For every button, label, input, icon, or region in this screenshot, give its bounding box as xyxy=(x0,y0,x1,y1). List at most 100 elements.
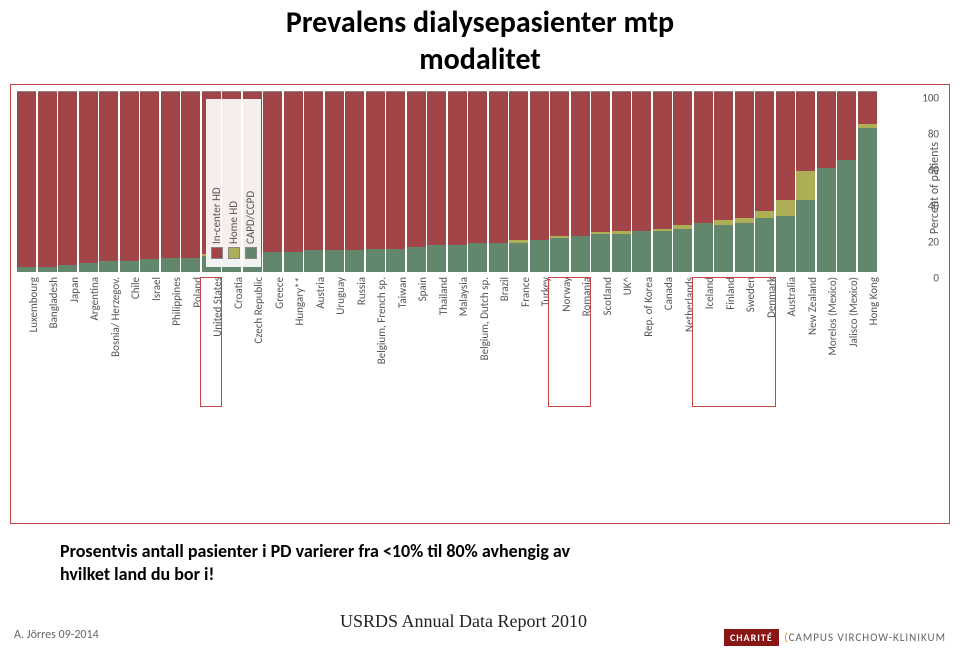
bar-col: New Zealand xyxy=(796,91,815,271)
segment-capd xyxy=(858,128,877,272)
bar-stack xyxy=(653,91,672,272)
country-label: Argentina xyxy=(88,277,101,320)
bar-stack xyxy=(632,91,651,272)
country-label: Norway xyxy=(560,277,573,312)
country-label: Canada xyxy=(662,277,675,310)
segment-in_center xyxy=(99,92,118,261)
bar-stack xyxy=(612,91,631,272)
country-label: Netherlands xyxy=(683,277,696,332)
country-label: Iceland xyxy=(703,277,716,309)
country-label: Belgium, Dutch sp. xyxy=(478,277,491,360)
segment-in_center xyxy=(571,92,590,236)
segment-in_center xyxy=(120,92,139,261)
bar-stack xyxy=(181,91,200,272)
country-label: Turkey xyxy=(539,277,552,306)
segment-capd xyxy=(366,249,385,272)
bar-stack xyxy=(796,91,815,272)
segment-in_center xyxy=(161,92,180,258)
bar-col: Netherlands xyxy=(673,91,692,271)
segment-capd xyxy=(407,247,426,272)
segment-in_center xyxy=(632,92,651,231)
bar-stack xyxy=(161,91,180,272)
bar-col: Finland xyxy=(714,91,733,271)
segment-capd xyxy=(448,245,467,272)
bar-col: Russia xyxy=(345,91,364,271)
segment-capd xyxy=(550,238,569,272)
bar-col: Morelos (Mexico) xyxy=(817,91,836,271)
segment-capd xyxy=(591,234,610,272)
bar-stack xyxy=(817,91,836,272)
segment-capd xyxy=(99,261,118,272)
legend-swatch xyxy=(211,247,223,259)
country-label: Greece xyxy=(273,277,286,309)
bars-area: LuxembourgBangladeshJapanArgentinaBosnia… xyxy=(17,91,895,271)
country-label: Israel xyxy=(150,277,163,301)
bar-stack xyxy=(140,91,159,272)
bar-col: Jalisco (Mexico) xyxy=(837,91,856,271)
bar-col: Romania xyxy=(571,91,590,271)
country-label: Croatia xyxy=(232,277,245,309)
bar-col: Hong Kong xyxy=(858,91,877,271)
chart: LuxembourgBangladeshJapanArgentinaBosnia… xyxy=(17,91,939,517)
bar-stack xyxy=(530,91,549,272)
bar-stack xyxy=(427,91,446,272)
logo-virchow: VIRCHOW-KLINIKUM xyxy=(838,631,946,644)
bar-stack xyxy=(735,91,754,272)
bar-stack xyxy=(858,91,877,272)
country-label: Finland xyxy=(724,277,737,310)
country-label: Hong Kong xyxy=(867,277,880,325)
segment-in_center xyxy=(591,92,610,232)
legend-label: In-center HD xyxy=(210,187,223,244)
segment-home_hd xyxy=(796,171,815,200)
segment-capd xyxy=(735,223,754,272)
caption-line2: hvilket land du bor i! xyxy=(60,563,214,585)
segment-in_center xyxy=(468,92,487,243)
country-label: Brazil xyxy=(498,277,511,301)
segment-in_center xyxy=(509,92,528,240)
bar-col: Australia xyxy=(776,91,795,271)
bar-stack xyxy=(673,91,692,272)
segment-in_center xyxy=(284,92,303,252)
segment-in_center xyxy=(694,92,713,223)
bar-stack xyxy=(263,91,282,272)
country-label: Thailand xyxy=(437,277,450,315)
y-tick: 40 xyxy=(928,200,939,213)
bar-col: Israel xyxy=(140,91,159,271)
segment-capd xyxy=(612,234,631,272)
bar-col: Bosnia/ Herzegov. xyxy=(99,91,118,271)
bar-stack xyxy=(694,91,713,272)
segment-in_center xyxy=(837,92,856,160)
country-label: Scotland xyxy=(601,277,614,315)
segment-in_center xyxy=(796,92,815,171)
caption-line1: Prosentvis antall pasienter i PD variere… xyxy=(60,540,570,562)
country-label: Belgium, French sp. xyxy=(375,277,388,364)
country-label: Malaysia xyxy=(457,277,470,316)
segment-in_center xyxy=(776,92,795,200)
bar-col: Hungary** xyxy=(284,91,303,271)
bar-stack xyxy=(120,91,139,272)
segment-in_center xyxy=(263,92,282,252)
segment-in_center xyxy=(304,92,323,250)
bar-col: Philippines xyxy=(161,91,180,271)
country-label: Rep. of Korea xyxy=(642,277,655,337)
segment-in_center xyxy=(653,92,672,229)
segment-in_center xyxy=(427,92,446,245)
logo: CHARITÉ (CAMPUS VIRCHOW-KLINIKUM xyxy=(724,631,946,644)
country-label: Chile xyxy=(129,277,142,299)
segment-in_center xyxy=(612,92,631,231)
legend: In-center HDHome HDCAPD/CCPD xyxy=(206,99,261,267)
segment-in_center xyxy=(755,92,774,211)
bar-stack xyxy=(448,91,467,272)
segment-capd xyxy=(571,236,590,272)
country-label: Bosnia/ Herzegov. xyxy=(109,277,122,357)
bar-stack xyxy=(79,91,98,272)
bar-col: Belgium, French sp. xyxy=(366,91,385,271)
country-label: Bangladesh xyxy=(47,277,60,328)
segment-in_center xyxy=(345,92,364,250)
legend-item: Home HD xyxy=(227,201,240,259)
country-label: Czech Republic xyxy=(252,277,265,344)
bar-stack xyxy=(755,91,774,272)
segment-capd xyxy=(776,216,795,272)
title-line2: modalitet xyxy=(0,41,960,78)
bar-col: Malaysia xyxy=(448,91,467,271)
